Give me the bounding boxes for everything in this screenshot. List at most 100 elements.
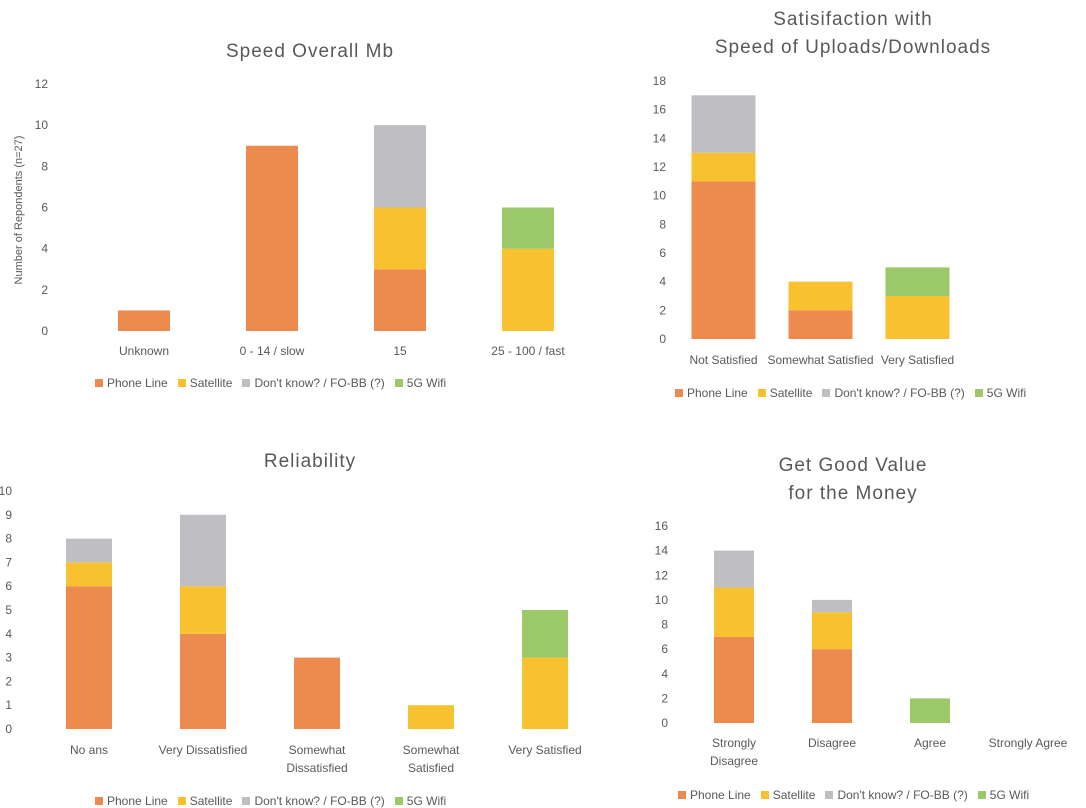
bar-very-dissatisfied-don-t-know-fo-bb (180, 514, 226, 587)
x-tick-label: Strongly (712, 736, 756, 750)
legend-item-5g-wifi: 5G Wifi (977, 788, 1030, 802)
bar-strongly-disagree-satellite (714, 587, 754, 637)
legend-item-don-t-know-fo-bb: Don't know? / FO-BB (?) (242, 794, 385, 808)
y-tick-label: 14 (653, 131, 667, 145)
chart-title-line-2: Speed of Uploads/Downloads (714, 37, 992, 58)
y-tick-label: 8 (41, 159, 48, 173)
bar-disagree-phone-line (812, 649, 852, 723)
legend-swatch (757, 389, 766, 397)
legend-item-satellite: Satellite (177, 376, 233, 390)
legend-label: 5G Wifi (989, 788, 1030, 802)
bar-not-satisfied-satellite (691, 152, 756, 182)
legend-swatch (177, 797, 186, 805)
legend-swatch (95, 797, 103, 805)
bar-very-satisfied-5g-wifi (885, 267, 950, 296)
legend-label: Satellite (769, 386, 813, 400)
x-tick-label: Strongly Agree (989, 736, 1068, 750)
y-tick-label: 6 (659, 246, 666, 260)
legend-swatch (394, 797, 403, 805)
y-tick-label: 3 (5, 651, 12, 665)
legend-label: Phone Line (107, 794, 168, 808)
y-tick-label: 0 (5, 722, 12, 736)
y-tick-label: 2 (5, 674, 12, 688)
bar-very-satisfied-satellite (522, 657, 568, 729)
y-tick-label: 14 (655, 544, 669, 558)
chart-legend: Phone Line Satellite Don't know? / FO-BB (… (95, 376, 456, 390)
y-tick-label: 4 (5, 627, 12, 641)
good-value-chart: Get Good Value for the Money 0 2 4 6 8 10 12 14… (620, 410, 1086, 808)
y-tick-label: 2 (661, 691, 668, 705)
bar-not-satisfied-don-t-know-fo-bb (691, 95, 756, 153)
legend-item-satellite: Satellite (757, 386, 813, 400)
y-tick-label: 12 (653, 160, 667, 174)
bar-somewhat-satisfied-satellite (788, 281, 853, 311)
legend-item-don-t-know-fo-bb: Don't know? / FO-BB (?) (822, 386, 965, 400)
y-tick-label: 12 (655, 568, 669, 582)
y-tick-label: 10 (653, 189, 667, 203)
x-tick-label: 0 - 14 / slow (240, 344, 305, 358)
chart-legend: Phone Line Satellite Don't know? / FO-BB (… (678, 788, 1039, 802)
bar-25-100-fast-satellite (502, 248, 554, 331)
bar-somewhat-satisfied-phone-line (788, 310, 853, 339)
legend-label: Phone Line (690, 788, 751, 802)
y-tick-label: 12 (35, 77, 49, 91)
bar-somewhat-dissatisfied-phone-line (294, 657, 340, 729)
y-tick-label: 4 (661, 667, 668, 681)
y-tick-label: 6 (661, 642, 668, 656)
legend-item-phone-line: Phone Line (675, 386, 748, 400)
bar-very-dissatisfied-phone-line (180, 633, 226, 729)
legend-item-don-t-know-fo-bb: Don't know? / FO-BB (?) (242, 376, 385, 390)
legend-label: Don't know? / FO-BB (?) (254, 376, 385, 390)
y-tick-label: 2 (41, 283, 48, 297)
chart-title: Get Good Value for the Money (620, 452, 1086, 508)
legend-swatch (95, 379, 103, 387)
legend-swatch (822, 389, 831, 397)
speed-overall-plot: 0 2 4 6 8 10 12 Number of Repondents (n=27) Unkn… (13, 77, 565, 358)
bar-strongly-disagree-don-t-know-fo-bb (714, 550, 754, 588)
bar-not-satisfied-phone-line (691, 181, 756, 339)
y-tick-label: 16 (655, 519, 669, 533)
y-tick-label: 4 (659, 275, 666, 289)
legend-label: Satellite (772, 788, 816, 802)
speed-overall-chart: Speed Overall Mb 0 2 4 6 8 10 12 Number of Repo… (0, 0, 620, 400)
legend-label: Satellite (189, 376, 233, 390)
y-tick-label: 5 (5, 603, 12, 617)
x-tick-label: Disagree (808, 736, 856, 750)
speed-satisfaction-plot: 0 2 4 6 8 10 12 14 16 18 Not Satisfied Somewhat Sat… (653, 74, 955, 367)
legend-swatch (825, 791, 834, 799)
y-tick-label: 0 (659, 332, 666, 346)
legend-item-satellite: Satellite (177, 794, 232, 808)
bar-15-don-t-know-fo-bb (374, 125, 426, 208)
chart-title: Speed Overall Mb (225, 41, 395, 62)
legend-label: Phone Line (107, 376, 168, 390)
x-tick-label: 25 - 100 / fast (491, 344, 565, 358)
legend-swatch (760, 791, 769, 799)
bar-unknown-phone-line (118, 310, 170, 331)
x-tick-label: Not Satisfied (689, 353, 757, 367)
legend-label: 5G Wifi (406, 376, 447, 390)
legend-label: Phone Line (687, 386, 748, 400)
y-tick-label: 6 (5, 579, 12, 593)
x-tick-label: 15 (393, 344, 407, 358)
bar-no-ans-satellite (66, 562, 112, 587)
x-tick-label: Very Dissatisfied (159, 743, 248, 757)
y-tick-label: 10 (0, 484, 12, 498)
good-value-plot: 0 2 4 6 8 10 12 14 16 Strongly Disagree Disagree Agr… (655, 519, 1068, 768)
legend-label: 5G Wifi (406, 794, 447, 808)
x-tick-label: Somewhat (289, 743, 346, 757)
chart-legend: Phone Line Satellite Don't know? / FO-BB (… (95, 794, 456, 808)
speed-satisfaction-chart: Satisifaction with Speed of Uploads/Down… (620, 0, 1086, 410)
bar-15-phone-line (374, 269, 426, 331)
bar-agree-5g-wifi (910, 698, 950, 723)
y-tick-label: 8 (661, 618, 668, 632)
y-tick-label: 18 (653, 74, 667, 88)
y-tick-label: 16 (653, 103, 667, 117)
x-tick-label: Satisfied (408, 761, 454, 775)
y-axis-label: Number of Repondents (n=27) (13, 136, 25, 285)
bar-very-satisfied-5g-wifi (522, 610, 568, 658)
legend-swatch (177, 379, 186, 387)
legend-item-phone-line: Phone Line (95, 376, 168, 390)
y-tick-label: 2 (659, 303, 666, 317)
x-tick-label: Disagree (710, 754, 758, 768)
chart-title-line-1: Get Good Value (778, 455, 928, 476)
